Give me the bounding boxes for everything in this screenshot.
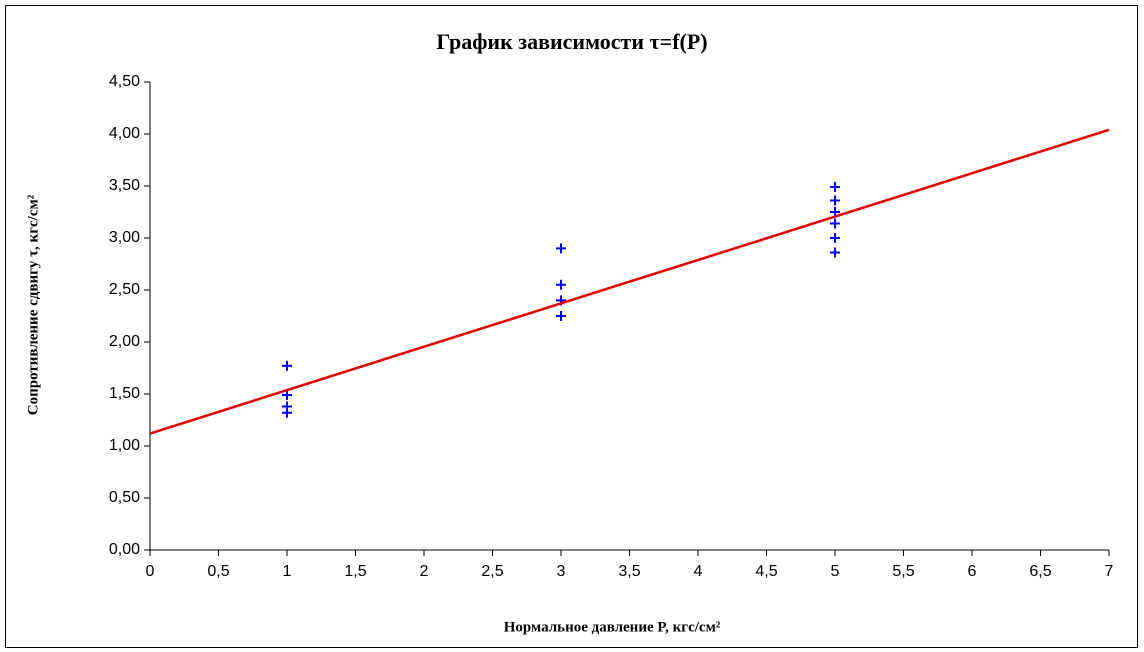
data-point [282, 360, 292, 371]
y-tick-label: 1,50 [109, 385, 140, 402]
y-tick-label: 3,00 [109, 229, 140, 246]
x-tick-label: 0 [146, 563, 155, 580]
x-tick-label: 3 [557, 563, 566, 580]
y-tick-label: 0,00 [109, 541, 140, 558]
x-tick-label: 5 [831, 563, 840, 580]
y-tick-label: 4,00 [109, 125, 140, 142]
x-tick-label: 4 [694, 563, 703, 580]
data-point [830, 182, 840, 193]
x-tick-label: 1,5 [344, 563, 366, 580]
data-point [830, 195, 840, 206]
y-tick-label: 3,50 [109, 177, 140, 194]
y-tick-label: 1,00 [109, 437, 140, 454]
y-axis-label: Сопротивление сдвигу τ, кгс/см² [25, 194, 41, 415]
data-point [830, 247, 840, 258]
data-point [556, 311, 566, 321]
x-axis-label: Нормальное давление P, кгс/см² [504, 619, 721, 635]
data-point [282, 407, 292, 418]
data-point [556, 279, 566, 290]
x-tick-label: 2 [420, 563, 429, 580]
y-tick-label: 2,50 [109, 281, 140, 298]
chart-border [5, 5, 1138, 648]
x-tick-label: 3,5 [618, 563, 640, 580]
x-tick-label: 7 [1105, 563, 1114, 580]
data-point [830, 218, 840, 229]
x-tick-label: 6,5 [1029, 563, 1051, 580]
trend-line [149, 128, 1110, 435]
x-tick-label: 6 [968, 563, 977, 580]
y-tick-label: 4,50 [109, 73, 140, 90]
x-tick-label: 5,5 [892, 563, 914, 580]
data-point [282, 390, 292, 401]
x-tick-label: 2,5 [481, 563, 503, 580]
x-tick-label: 0,5 [207, 563, 229, 580]
y-tick-label: 0,50 [109, 489, 140, 506]
x-tick-label: 1 [283, 563, 292, 580]
y-tick-label: 2,00 [109, 333, 140, 350]
data-point [830, 233, 840, 243]
data-point [556, 243, 566, 254]
x-tick-label: 4,5 [755, 563, 777, 580]
chart-title: График зависимости τ=f(P) [436, 29, 707, 54]
